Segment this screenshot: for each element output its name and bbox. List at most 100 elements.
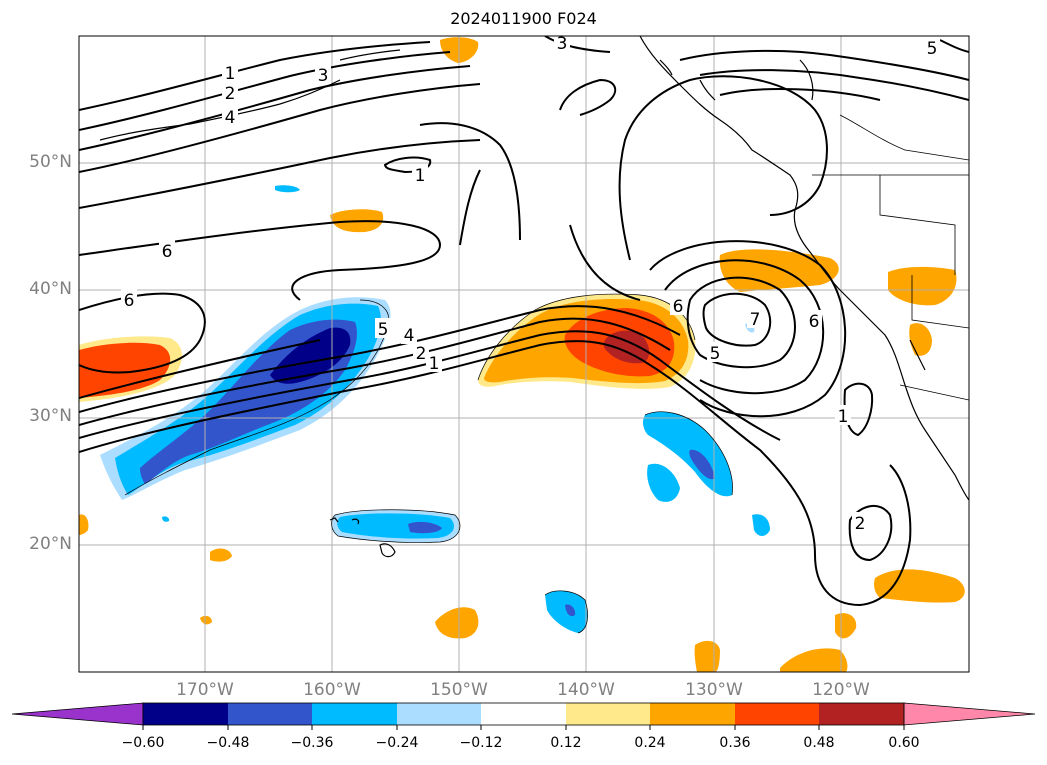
contour-1-south [79, 340, 912, 607]
contour-label-2c: 2 [855, 514, 866, 534]
colorbar-tick-5: −0.12 [459, 735, 503, 751]
contour-label-4: 4 [225, 108, 236, 128]
contour-2-south [79, 330, 781, 441]
patch-blue-6 [275, 185, 300, 193]
colorbar-bin-4 [397, 703, 481, 725]
patch-blue-2b [689, 449, 715, 480]
colorbar-tick-8: 0.36 [719, 735, 751, 751]
contour-label-1c: 1 [429, 354, 440, 374]
lat-label-20n: 20°N [29, 534, 72, 554]
colorbar-bin-2 [228, 703, 312, 725]
map-frame [78, 35, 970, 673]
contour-central-2 [544, 36, 611, 53]
contour-7-low [702, 292, 772, 347]
colorbar-extend-low [11, 702, 144, 726]
contour-label-1d: 1 [838, 407, 849, 427]
patch-orange-10 [210, 548, 232, 562]
map-title: 2024011900 F024 [450, 9, 597, 28]
patch-orange-4 [888, 266, 957, 306]
contour-north-east-3 [719, 88, 881, 101]
lon-label-170w: 170°W [176, 680, 234, 700]
lon-label-120w: 120°W [812, 680, 870, 700]
negative-band-core [270, 327, 351, 384]
patch-blue-5 [752, 514, 770, 536]
colorbar-tick-4: −0.24 [375, 735, 419, 751]
patch-blue-3 [647, 463, 680, 502]
patch-orange-12 [835, 613, 857, 639]
colorbar-bin-7 [650, 703, 735, 725]
contour-label-6d: 6 [809, 312, 820, 332]
patch-orange-11 [200, 615, 212, 625]
patch-orange-9 [909, 323, 932, 356]
contour-north-east-4 [939, 39, 969, 53]
contour-ridge-1 [618, 75, 828, 261]
colorbar-tick-7: 0.24 [634, 735, 666, 751]
contour-ridge-2 [569, 224, 641, 301]
lon-label-130w: 130°W [685, 680, 743, 700]
colorbar-bin-3 [312, 703, 397, 725]
contour-ring-2 [664, 259, 825, 395]
lat-label-30n: 30°N [29, 406, 72, 426]
contour-label-3b: 3 [557, 34, 568, 54]
colorbar-bin-1 [143, 703, 228, 725]
colorbar-tick-9: 0.48 [803, 735, 835, 751]
lon-label-150w: 150°W [430, 680, 488, 700]
contour-label-3: 3 [318, 66, 329, 86]
colorbar-bin-6 [566, 703, 650, 725]
contour-label-2: 2 [225, 84, 236, 104]
positive-west-red [79, 342, 171, 398]
colorbar-tick-6: 0.12 [550, 735, 582, 751]
contour-north-4 [79, 83, 481, 173]
contour-label-6c: 6 [673, 297, 684, 317]
contour-north-east [679, 49, 969, 81]
patch-orange-13 [79, 514, 89, 535]
lon-label-140w: 140°W [557, 680, 615, 700]
patch-orange-6 [435, 607, 479, 639]
colorbar-tick-3: −0.36 [290, 735, 334, 751]
contour-label-1: 1 [225, 64, 236, 84]
contour-label-group: 1 2 4 3 3 1 6 6 5 4 2 1 6 7 6 5 1 2 5 [121, 32, 940, 534]
contour-ridge-3 [419, 122, 521, 241]
colorbar [11, 702, 1036, 730]
colorbar-frame [142, 702, 905, 726]
contour-6-west [79, 339, 321, 399]
contour-label-6b: 6 [124, 291, 135, 311]
lon-label-160w: 160°W [303, 680, 361, 700]
contour-ridge-4 [459, 169, 481, 246]
patch-orange-5 [874, 569, 965, 603]
contour-6-loop [79, 292, 206, 374]
colorbar-bin-5 [481, 703, 566, 725]
contour-lines [79, 36, 969, 607]
colorbar-extend-high [903, 702, 1036, 726]
positive-core-dark [603, 330, 650, 364]
contour-6-north [79, 220, 442, 301]
contour-label-2b: 2 [416, 344, 427, 364]
contour-north-1 [79, 41, 431, 111]
patch-orange-7 [780, 648, 848, 672]
colorbar-bin-9 [819, 703, 904, 725]
contour-north-5 [79, 139, 481, 209]
contour-label-5: 5 [378, 320, 389, 340]
contour-south-loop [848, 505, 893, 562]
contour-label-4b: 4 [404, 326, 415, 346]
patch-blue-4 [545, 590, 588, 633]
colorbar-tick-10: 0.60 [888, 735, 920, 751]
contour-label-1b: 1 [415, 166, 426, 186]
lat-label-50n: 50°N [29, 152, 72, 172]
political-borders [812, 114, 969, 401]
contour-label-6: 6 [162, 242, 173, 262]
patch-blue-7 [162, 516, 170, 522]
contour-north-2 [79, 51, 451, 131]
shaded-fields [79, 37, 965, 672]
contour-ring-3 [649, 240, 847, 418]
contour-label-7: 7 [750, 310, 761, 330]
patch-blue-4b [565, 604, 576, 617]
colorbar-tick-2: −0.48 [206, 735, 250, 751]
contour-label-5b: 5 [710, 344, 721, 364]
contour-ring-1 [686, 276, 796, 369]
contour-central-1 [559, 78, 617, 116]
colorbar-tick-1: −0.60 [121, 735, 165, 751]
contour-label-5c: 5 [927, 39, 938, 59]
colorbar-bin-8 [735, 703, 819, 725]
